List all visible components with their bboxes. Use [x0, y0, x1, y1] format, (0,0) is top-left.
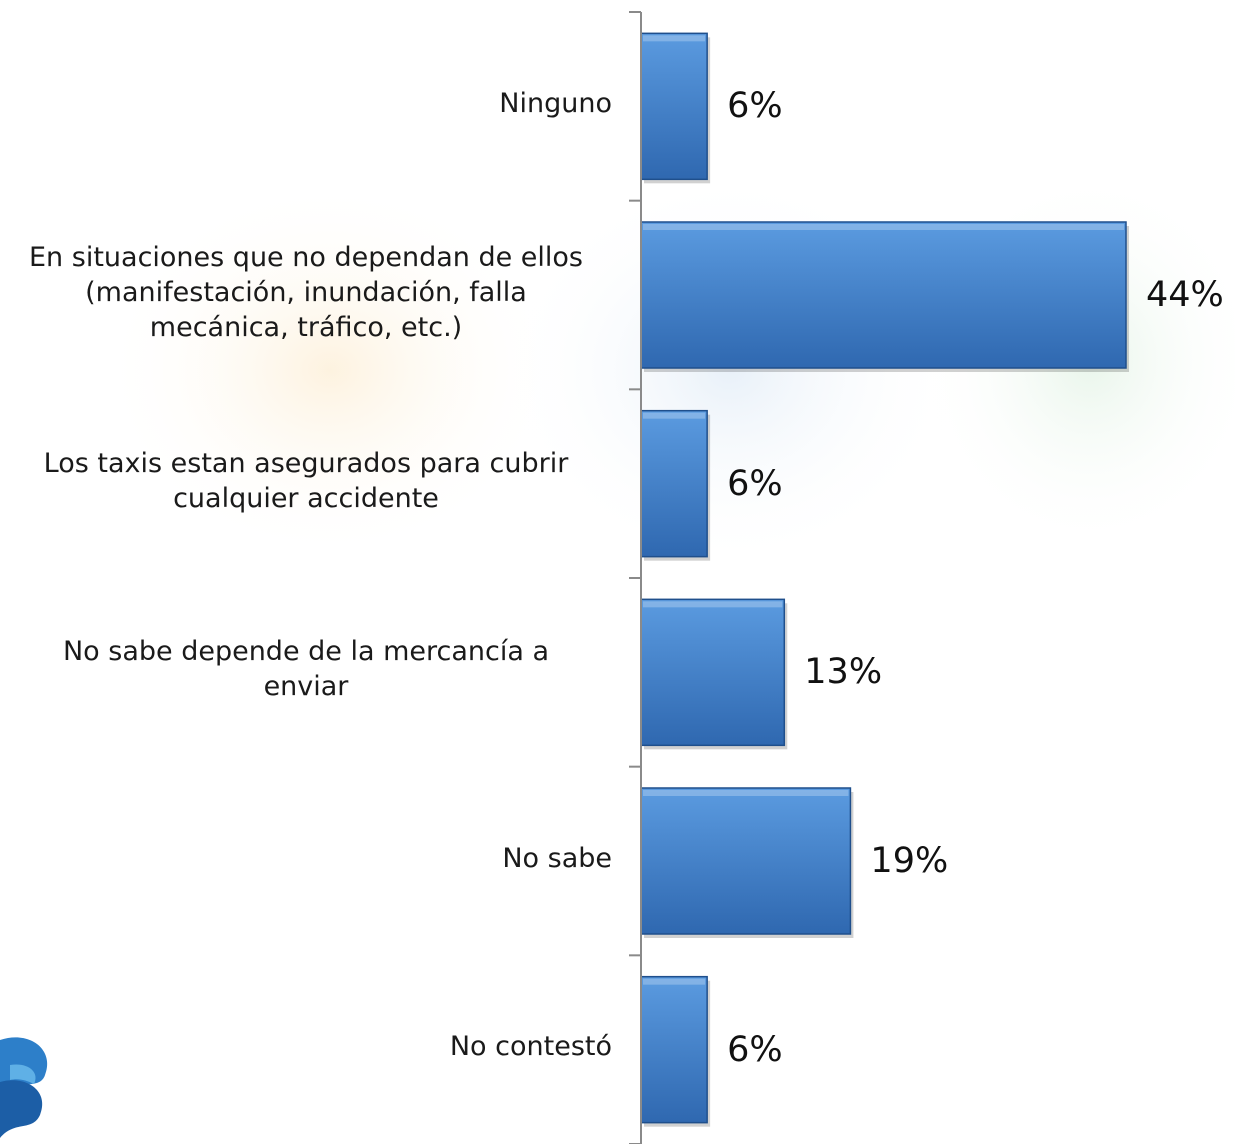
bar-highlight — [643, 35, 706, 42]
category-label-line: No sabe depende de la mercancía a — [62, 636, 550, 668]
category-label: No contestó — [0, 1029, 612, 1064]
blue-ribbon-logo-icon — [0, 1037, 48, 1138]
category-label: Ninguno — [0, 86, 612, 121]
bar-highlight — [643, 978, 706, 985]
bar-highlight — [643, 790, 849, 796]
bar — [640, 975, 708, 1124]
data-label: 6% — [727, 86, 783, 127]
category-label: En situaciones que no dependan de ellos(… — [0, 240, 612, 345]
category-label: Los taxis estan asegurados para cubrir cu… — [0, 446, 612, 516]
category-label-line: Ninguno — [499, 87, 612, 119]
bars-layer — [640, 32, 1129, 1127]
bar — [640, 409, 708, 558]
category-label-line: No contestó — [449, 1031, 612, 1063]
bar — [640, 598, 786, 747]
category-label-line: enviar — [263, 671, 349, 703]
category-label-line: En situaciones que no dependan de ellos — [29, 241, 583, 273]
data-label: 19% — [870, 841, 949, 881]
data-label: 44% — [1146, 275, 1224, 315]
bar — [640, 221, 1127, 369]
watermark-orange-shape — [100, 180, 560, 560]
category-label-line: mecánica, tráfico, etc.) — [149, 311, 463, 343]
category-label-line: (manifestación, inundación, falla — [85, 276, 527, 308]
bar-highlight — [643, 224, 1124, 230]
data-label: 6% — [727, 1029, 783, 1070]
category-label-line: cualquier accidente — [173, 482, 439, 514]
category-label-line: Los taxis estan asegurados para cubrir — [43, 447, 569, 479]
y-axis — [629, 11, 642, 1144]
category-label: No sabe depende de la mercancía a enviar — [0, 634, 612, 704]
bar — [640, 32, 708, 181]
bar-highlight — [643, 412, 706, 419]
data-label: 6% — [727, 463, 783, 504]
bar-highlight — [643, 601, 783, 608]
category-label-line: No sabe — [502, 842, 612, 874]
data-label: 13% — [804, 652, 883, 693]
category-label: No sabe — [0, 841, 612, 876]
bar — [640, 787, 852, 935]
